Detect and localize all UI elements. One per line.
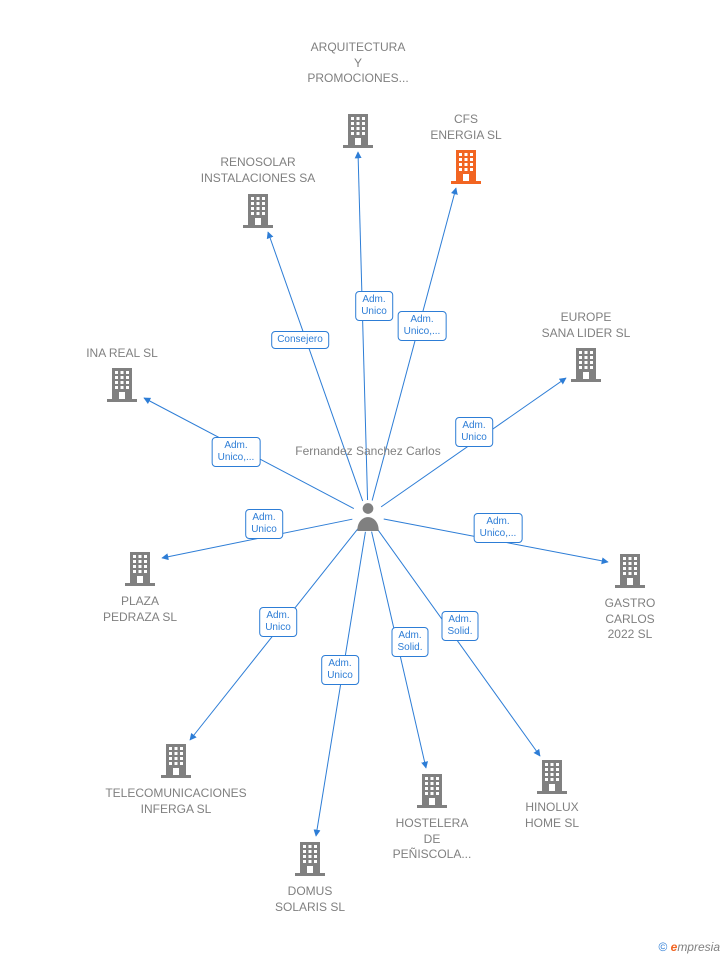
building-icon (571, 346, 601, 382)
copyright: © empresia (658, 940, 720, 954)
building-icon (243, 192, 273, 228)
building-icon (537, 758, 567, 794)
building-icon (451, 148, 481, 184)
edge-label: Adm. Solid. (441, 611, 478, 641)
node-label: DOMUS SOLARIS SL (275, 884, 345, 915)
edge-label: Adm. Unico (355, 291, 393, 321)
building-icon (161, 742, 191, 778)
building-icon (417, 772, 447, 808)
building-icon (107, 366, 137, 402)
node-label: HINOLUX HOME SL (525, 800, 579, 831)
building-icon (125, 550, 155, 586)
node-label: ARQUITECTURA Y PROMOCIONES... (307, 40, 408, 87)
edge-label: Adm. Solid. (391, 627, 428, 657)
node-label: TELECOMUNICACIONES INFERGA SL (105, 786, 246, 817)
copyright-symbol: © (658, 940, 667, 954)
brand-rest: mpresia (677, 940, 720, 954)
person-icon (355, 501, 381, 531)
center-label: Fernandez Sanchez Carlos (295, 444, 440, 460)
edge-label: Adm. Unico (455, 417, 493, 447)
edge-label: Adm. Unico (321, 655, 359, 685)
edge-label: Adm. Unico (245, 509, 283, 539)
node-label: INA REAL SL (86, 346, 158, 362)
node-label: CFS ENERGIA SL (430, 112, 501, 143)
edge-label: Adm. Unico,... (398, 311, 447, 341)
node-label: GASTRO CARLOS 2022 SL (605, 596, 656, 643)
edge-label: Consejero (271, 331, 329, 349)
node-label: PLAZA PEDRAZA SL (103, 594, 177, 625)
node-label: RENOSOLAR INSTALACIONES SA (201, 155, 315, 186)
edge-label: Adm. Unico,... (474, 513, 523, 543)
node-label: HOSTELERA DE PEÑISCOLA... (393, 816, 472, 863)
building-icon (343, 112, 373, 148)
node-label: EUROPE SANA LIDER SL (542, 310, 631, 341)
edge-label: Adm. Unico,... (212, 437, 261, 467)
building-icon (615, 552, 645, 588)
edge-line (268, 232, 363, 501)
edge-label: Adm. Unico (259, 607, 297, 637)
building-icon (295, 840, 325, 876)
